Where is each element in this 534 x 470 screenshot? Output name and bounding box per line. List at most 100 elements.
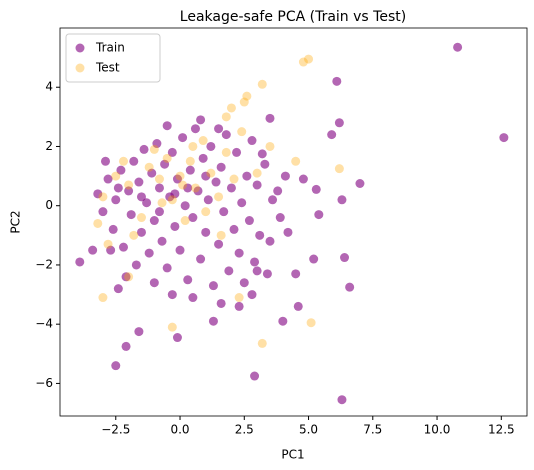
point: [234, 293, 244, 303]
point: [355, 178, 365, 188]
point: [170, 221, 180, 231]
point: [149, 216, 159, 226]
point: [280, 171, 290, 181]
point: [265, 113, 275, 123]
point: [167, 322, 177, 332]
series-points: [75, 42, 509, 405]
point: [93, 189, 103, 199]
point: [154, 183, 164, 193]
legend-label: Train: [95, 41, 125, 55]
point: [242, 91, 252, 101]
point: [340, 253, 350, 263]
x-tick-label: −2.5: [101, 423, 130, 437]
point: [242, 171, 252, 181]
point: [136, 227, 146, 237]
point: [255, 230, 265, 240]
point: [134, 327, 144, 337]
point: [291, 269, 301, 279]
point: [175, 171, 185, 181]
point: [283, 227, 293, 237]
point: [208, 316, 218, 326]
point: [144, 162, 154, 172]
point: [157, 198, 167, 208]
y-tick-label: 2: [45, 139, 53, 153]
point: [250, 371, 260, 381]
point: [273, 186, 283, 196]
point: [134, 177, 144, 187]
point: [252, 180, 262, 190]
point: [126, 210, 136, 220]
point: [306, 318, 316, 328]
point: [144, 248, 154, 258]
point: [311, 184, 321, 194]
point: [93, 218, 103, 228]
point: [291, 156, 301, 166]
x-axis-label: PC1: [281, 448, 304, 462]
point: [216, 162, 226, 172]
point: [180, 216, 190, 226]
point: [113, 284, 123, 294]
point: [334, 118, 344, 128]
point: [154, 207, 164, 217]
point: [499, 133, 509, 143]
point: [154, 174, 164, 184]
point: [167, 147, 177, 157]
y-tick-label: −2: [35, 257, 53, 271]
point: [98, 293, 108, 303]
point: [147, 168, 157, 178]
point: [216, 230, 226, 240]
point: [257, 338, 267, 348]
point: [201, 207, 211, 217]
point: [162, 263, 172, 273]
point: [116, 165, 126, 175]
point: [124, 272, 134, 282]
point: [196, 254, 206, 264]
point: [208, 281, 218, 291]
legend-marker: [75, 63, 85, 73]
point: [108, 224, 118, 234]
point: [232, 147, 242, 157]
point: [167, 195, 177, 205]
point: [219, 207, 229, 217]
point: [88, 245, 98, 255]
point: [214, 192, 224, 202]
point: [188, 141, 198, 151]
legend-label: Test: [95, 61, 120, 75]
point: [172, 174, 182, 184]
point: [106, 245, 116, 255]
point: [453, 42, 463, 52]
point: [111, 361, 121, 371]
point: [257, 79, 267, 89]
point: [172, 333, 182, 343]
legend-marker: [75, 43, 85, 53]
point: [160, 159, 170, 169]
point: [190, 124, 200, 134]
point: [185, 165, 195, 175]
point: [129, 156, 139, 166]
point: [162, 121, 172, 131]
series-points: [93, 54, 344, 348]
point: [268, 195, 278, 205]
point: [239, 278, 249, 288]
point: [239, 97, 249, 107]
point: [190, 183, 200, 193]
point: [198, 136, 208, 146]
point: [229, 224, 239, 234]
point: [214, 239, 224, 249]
point: [201, 171, 211, 181]
point: [237, 127, 247, 137]
y-tick-label: 0: [45, 198, 53, 212]
point: [265, 141, 275, 151]
chart-title: Leakage-safe PCA (Train vs Test): [180, 9, 406, 25]
point: [250, 257, 260, 267]
point: [124, 180, 134, 190]
point: [121, 341, 131, 351]
point: [247, 136, 257, 146]
point: [111, 171, 121, 181]
point: [118, 242, 128, 252]
plot-frame: [59, 27, 528, 417]
x-tick-label: 10.0: [424, 423, 451, 437]
point: [229, 174, 239, 184]
point: [103, 174, 113, 184]
